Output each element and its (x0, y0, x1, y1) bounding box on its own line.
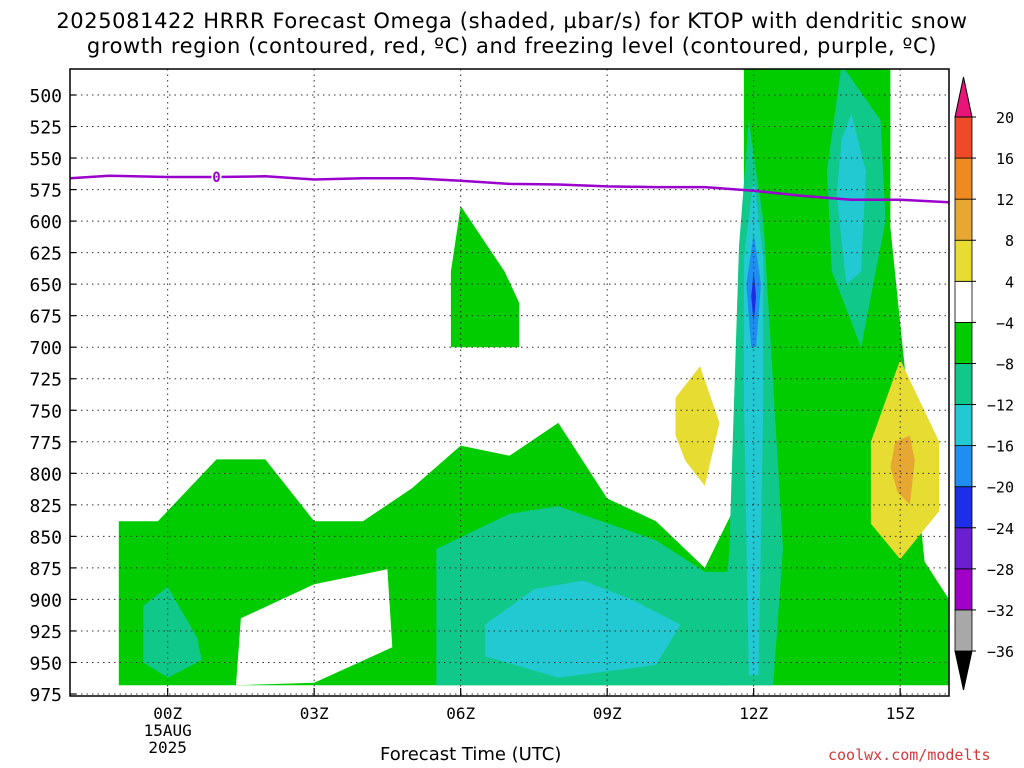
y-tick-label: 950 (29, 653, 62, 674)
colorbar-segment (954, 280, 973, 323)
colorbar-label: −32 (987, 602, 1014, 620)
colorbar-label: −28 (987, 561, 1014, 579)
colorbar-segment (954, 363, 973, 405)
colorbar-label: 12 (996, 191, 1014, 209)
freezing-level-layer: 0 (69, 169, 950, 204)
source-credit: coolwx.com/modelts (828, 746, 991, 764)
colorbar-label: −8 (996, 355, 1014, 373)
y-tick-label: 825 (29, 496, 62, 517)
y-tick-label: 775 (29, 433, 62, 454)
omega-region-10 (485, 580, 681, 678)
omega-region-3 (675, 366, 720, 486)
colorbar-label: −20 (987, 479, 1014, 497)
colorbar-max-arrow (954, 76, 973, 118)
y-tick-label: 600 (29, 212, 62, 233)
y-tick-label: 800 (29, 464, 62, 485)
x-tick-label: 00Z (153, 704, 182, 723)
y-tick-label: 575 (29, 181, 62, 202)
colorbar-label: −16 (987, 438, 1014, 456)
freezing-level-label: 0 (212, 170, 220, 186)
omega-region-2 (450, 206, 520, 348)
plot-frame (69, 68, 950, 697)
omega-region-7 (143, 586, 202, 678)
y-tick-label: 750 (29, 401, 62, 422)
y-tick-label: 875 (29, 559, 62, 580)
chart-title-line-1: 2025081422 HRRR Forecast Omega (shaded, … (56, 9, 968, 33)
colorbar-segment (954, 445, 973, 488)
x-tick-label: 09Z (593, 704, 622, 723)
y-tick-label: 850 (29, 527, 62, 548)
omega-region-14 (751, 271, 757, 322)
y-tick-label: 700 (29, 338, 62, 359)
colorbar-segment (954, 609, 973, 652)
colorbar: 20 16 12 8 4 −4 −8 −12 −16 −20 −24 −28 −32 −36 (954, 76, 1014, 691)
y-tick-label: 900 (29, 590, 62, 611)
x-axis-label: Forecast Time (UTC) (380, 744, 562, 765)
grid-layer (70, 69, 949, 696)
x-tick-label: 06Z (446, 704, 475, 723)
colorbar-segment (954, 486, 973, 529)
y-axis: 500 525 550 575 600 625 650 675 700 725 750 775 800 8… (29, 86, 76, 706)
x-tick-label: 15Z (886, 704, 915, 723)
omega-region-1 (236, 569, 393, 686)
colorbar-segment (954, 404, 973, 447)
colorbar-label: −36 (987, 643, 1014, 661)
colorbar-label: 4 (1005, 273, 1014, 291)
colorbar-segment (954, 198, 973, 241)
x-date-label: 15AUG (144, 721, 192, 740)
chart-title-line-2: growth region (contoured, red, ºC) and f… (86, 34, 938, 58)
colorbar-min-arrow (954, 650, 973, 691)
y-tick-label: 550 (29, 149, 62, 170)
colorbar-segment (954, 116, 973, 159)
omega-region-5 (890, 435, 915, 505)
colorbar-segment (954, 527, 973, 570)
colorbar-segment (954, 568, 973, 611)
x-date-label: 2025 (148, 738, 187, 757)
colorbar-label: 16 (996, 150, 1014, 168)
x-tick-label: 03Z (300, 704, 329, 723)
y-tick-label: 625 (29, 244, 62, 265)
y-tick-label: 725 (29, 370, 62, 391)
y-tick-label: 500 (29, 86, 62, 107)
y-tick-label: 650 (29, 275, 62, 296)
colorbar-label: −24 (987, 520, 1014, 538)
colorbar-segment (954, 157, 973, 200)
colorbar-segment (954, 321, 973, 364)
colorbar-label: −4 (996, 314, 1014, 332)
y-tick-label: 675 (29, 307, 62, 328)
colorbar-segment (954, 239, 973, 282)
y-tick-label: 925 (29, 622, 62, 643)
colorbar-label: 20 (996, 109, 1014, 127)
y-tick-label: 525 (29, 118, 62, 139)
omega-shading-layer (118, 69, 949, 686)
colorbar-label: 8 (1005, 232, 1014, 250)
y-tick-label: 975 (29, 685, 62, 706)
colorbar-label: −12 (987, 397, 1014, 415)
x-tick-label: 12Z (739, 704, 768, 723)
